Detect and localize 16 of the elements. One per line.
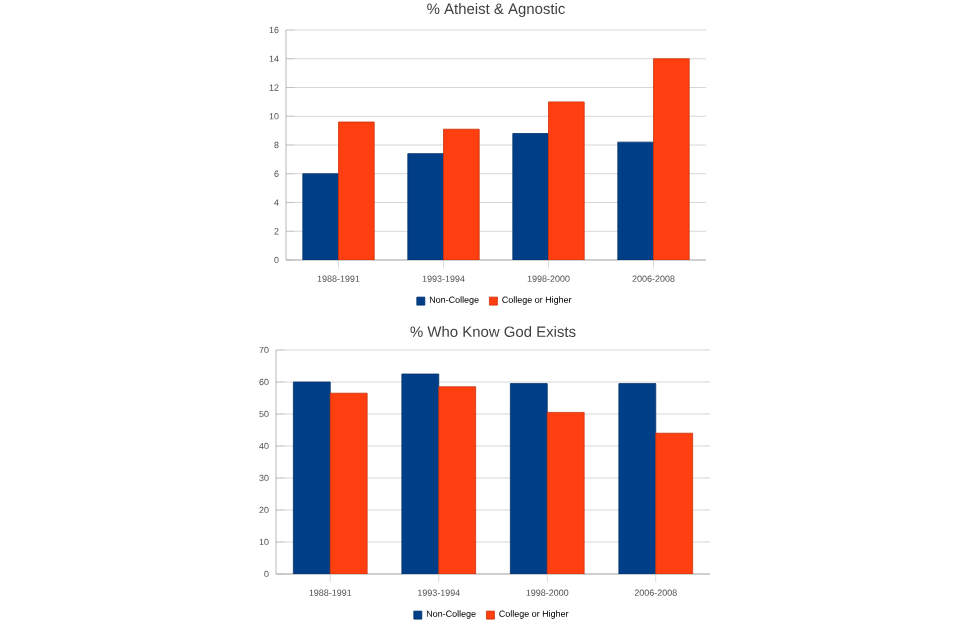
bar [302,173,339,260]
bar [509,383,548,574]
bar [407,153,444,260]
bar [438,386,477,574]
bar [546,412,585,574]
bar [618,383,657,574]
bar [401,373,440,574]
bar [653,58,690,260]
bar [655,432,694,574]
bar [443,128,480,260]
bar [548,101,585,260]
bar [617,141,654,260]
bar [512,133,549,260]
bar [292,381,331,574]
bar [329,392,368,574]
bar [338,121,375,260]
